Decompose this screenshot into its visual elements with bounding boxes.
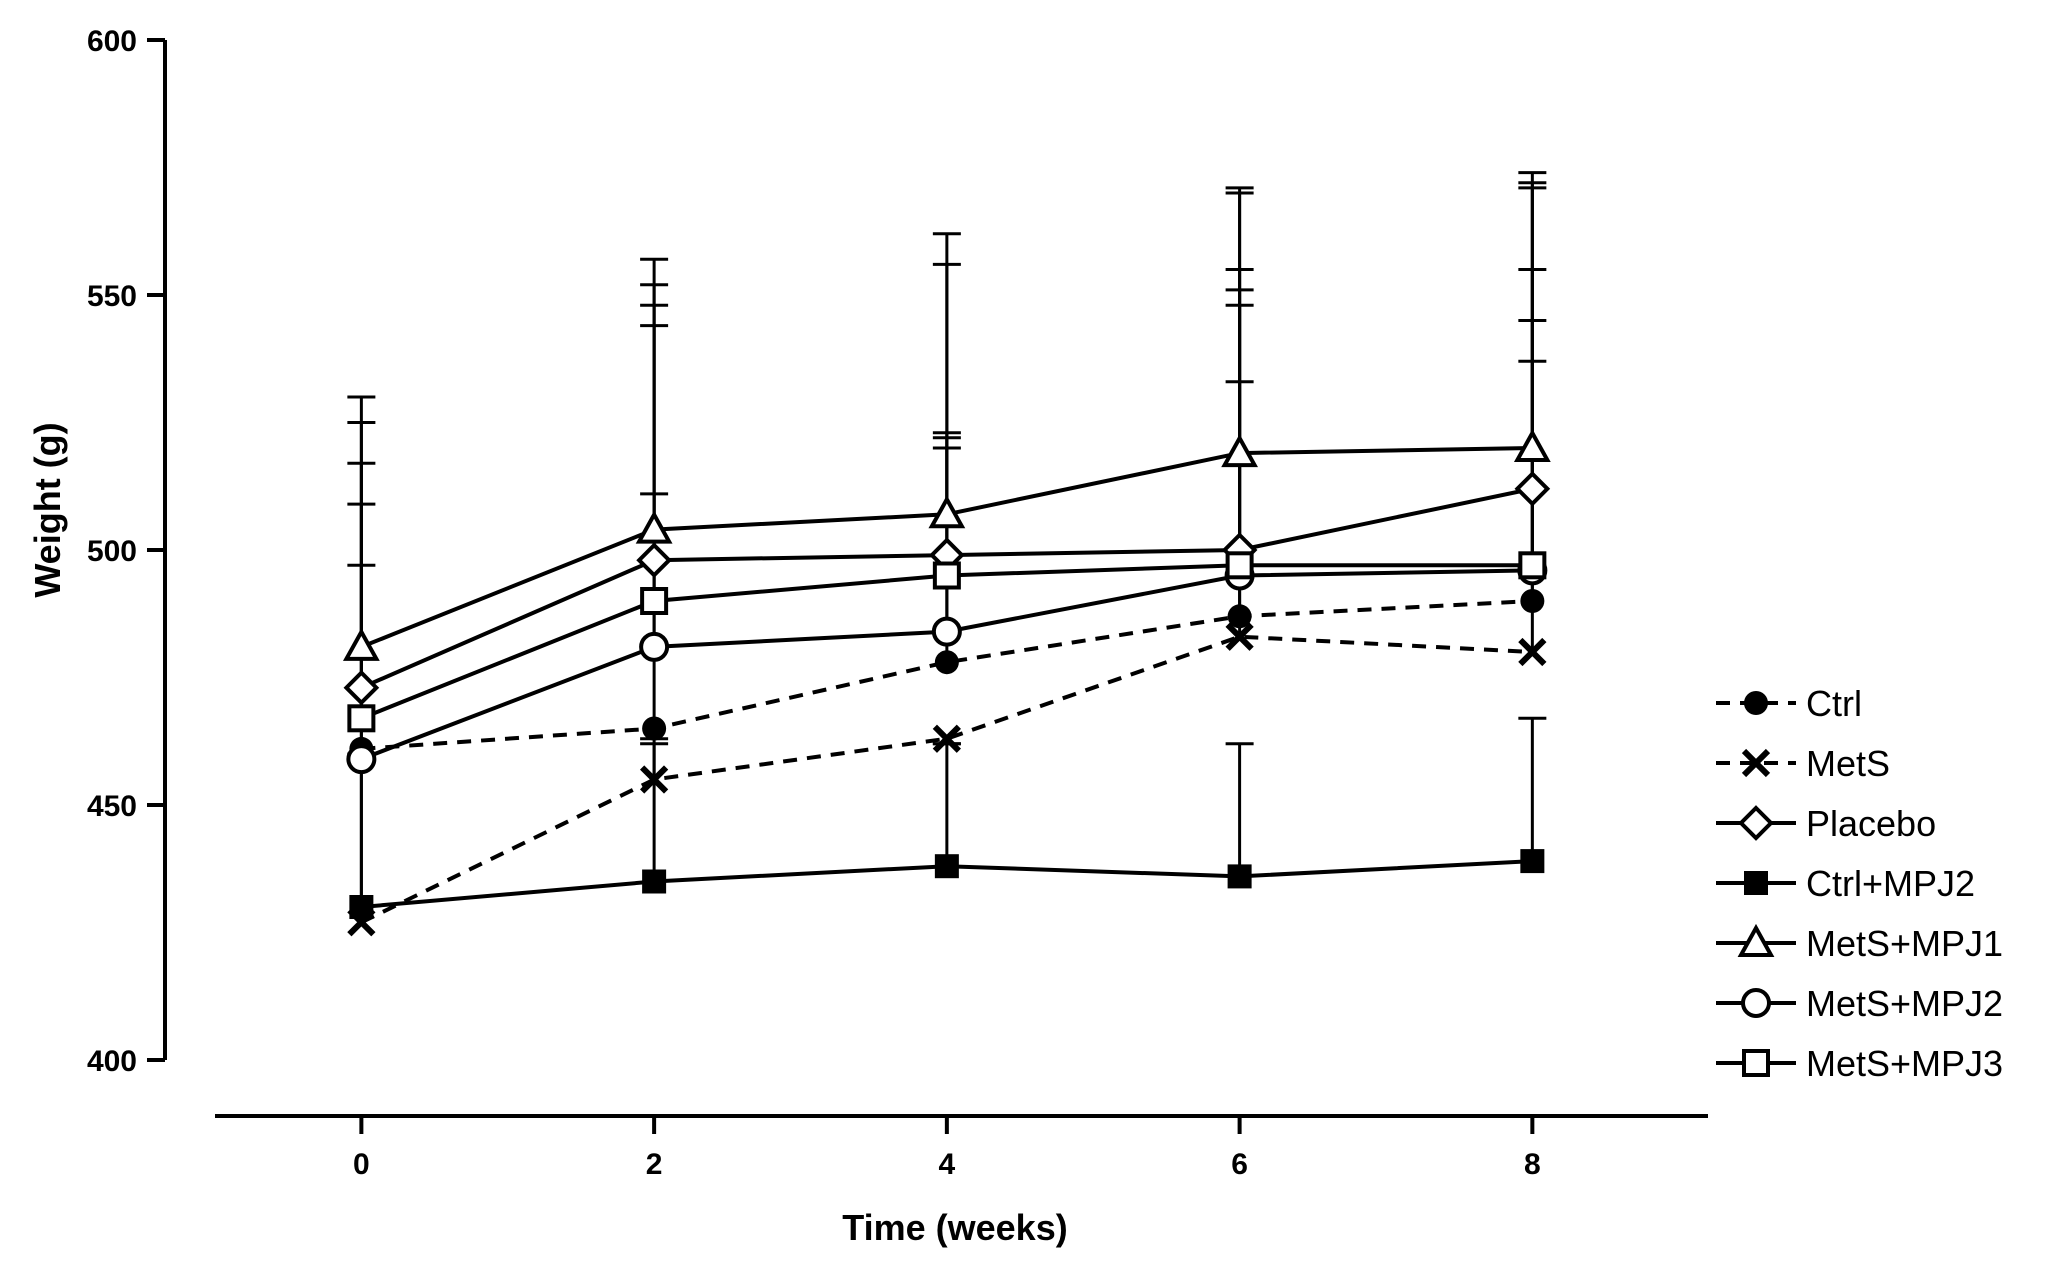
point-mets-6 (1225, 622, 1254, 651)
point-placebo-2 (636, 542, 672, 579)
point-ctrl-mpj2-4 (934, 854, 959, 879)
point-mets-4 (932, 724, 961, 753)
point-mets-mpj2-4 (931, 616, 962, 647)
point-mets-mpj2-0 (346, 744, 377, 775)
point-placebo-8 (1514, 470, 1551, 507)
point-mets-mpj1-4 (928, 495, 966, 529)
point-mets-mpj2-2 (639, 631, 670, 662)
x-ticks: 0 2 4 6 8 (353, 1116, 1541, 1181)
y-axis-title: Weight (g) (27, 422, 68, 597)
point-mets-mpj3-6 (1225, 551, 1254, 580)
legend-item-mets-mpj3: MetS+MPJ3 (1716, 1043, 2003, 1084)
legend-item-mets-mpj2: MetS+MPJ2 (1716, 983, 2003, 1024)
point-ctrl-mpj2-8 (1520, 849, 1545, 874)
series-markers (342, 428, 1551, 937)
point-ctrl-mpj2-6 (1227, 864, 1252, 889)
point-placebo-0 (343, 669, 380, 706)
point-mets-mpj3-2 (640, 587, 669, 615)
legend-label-mets-mpj2: MetS+MPJ2 (1806, 983, 2003, 1024)
point-ctrl-6 (1227, 604, 1252, 629)
legend-item-mets-mpj1: MetS+MPJ1 (1716, 923, 2003, 964)
plot-area (342, 171, 1551, 937)
point-mets-mpj1-8 (1513, 428, 1551, 462)
x-tick-label-8: 8 (1524, 1148, 1541, 1181)
legend-item-ctrl: Ctrl (1716, 683, 1862, 724)
point-mets-mpj1-0 (342, 627, 380, 661)
legend-marker-placebo (1738, 805, 1774, 841)
legend-label-ctrl-mpj2: Ctrl+MPJ2 (1806, 863, 1975, 904)
point-ctrl-4 (934, 650, 959, 675)
y-tick-label-400: 400 (87, 1045, 137, 1078)
legend-label-ctrl: Ctrl (1806, 683, 1862, 724)
legend-marker-mets (1741, 748, 1771, 778)
point-ctrl-mpj2-0 (349, 895, 374, 919)
y-tick-label-450: 450 (87, 790, 137, 823)
legend-item-mets: MetS (1716, 743, 1890, 784)
y-tick-label-600: 600 (87, 25, 137, 58)
point-mets-mpj3-8 (1518, 551, 1547, 580)
point-mets-mpj3-4 (932, 561, 961, 590)
x-tick-label-0: 0 (353, 1148, 370, 1181)
legend-label-placebo: Placebo (1806, 803, 1936, 844)
series-line-ctrl (361, 599, 1533, 751)
point-mets-mpj3-0 (347, 704, 376, 733)
legend-marker-mets-mpj1 (1737, 923, 1775, 957)
axes: 400 450 500 550 600 0 2 4 6 8 Weight (g) Time (w… (27, 25, 1708, 1248)
y-ticks: 400 450 500 550 600 (87, 25, 165, 1078)
x-tick-label-6: 6 (1231, 1148, 1248, 1181)
legend-marker-mets-mpj2 (1741, 988, 1771, 1018)
legend-label-mets-mpj1: MetS+MPJ1 (1806, 923, 2003, 964)
x-tick-label-2: 2 (646, 1148, 663, 1181)
point-mets-2 (639, 765, 669, 794)
x-axis-title: Time (weeks) (842, 1207, 1067, 1248)
y-tick-label-500: 500 (87, 535, 137, 568)
point-mets-8 (1518, 637, 1547, 667)
legend-item-placebo: Placebo (1716, 803, 1936, 844)
legend-item-ctrl-mpj2: Ctrl+MPJ2 (1716, 863, 1975, 904)
point-ctrl-8 (1520, 589, 1545, 613)
legend-marker-ctrl-mpj2 (1744, 871, 1768, 895)
legend-marker-ctrl (1744, 691, 1768, 715)
y-tick-label-550: 550 (87, 280, 137, 313)
legend: Ctrl MetS Placebo Ctrl+MPJ2 MetS+MPJ1 MetS+MP… (1716, 683, 2003, 1084)
legend-label-mets-mpj3: MetS+MPJ3 (1806, 1043, 2003, 1084)
x-tick-label-4: 4 (939, 1148, 956, 1181)
legend-label-mets: MetS (1806, 743, 1890, 784)
point-mets-mpj1-6 (1221, 433, 1259, 468)
point-ctrl-mpj2-2 (642, 869, 667, 894)
point-mets-mpj1-2 (635, 510, 673, 544)
point-ctrl-2 (642, 716, 667, 741)
series-line-mets (360, 634, 1533, 925)
legend-marker-mets-mpj3 (1742, 1049, 1770, 1077)
